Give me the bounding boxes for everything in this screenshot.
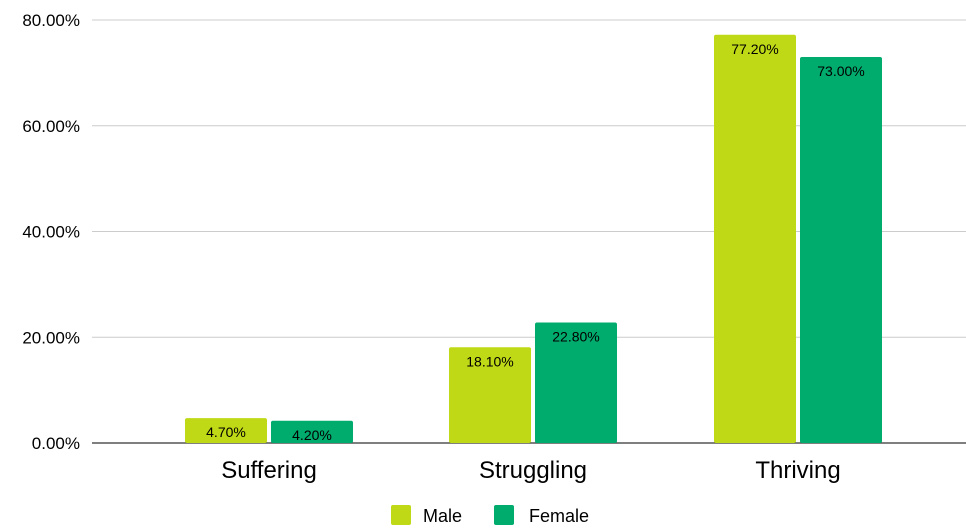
bar-female-struggling: [535, 322, 617, 443]
data-label-male-struggling: 18.10%: [466, 353, 513, 369]
y-tick-label: 20.00%: [22, 328, 80, 347]
x-category-label: Thriving: [755, 457, 840, 484]
bar-male-thriving: [714, 34, 796, 444]
legend-swatch-female: [494, 505, 514, 525]
x-category-label: Suffering: [221, 457, 317, 484]
legend-swatch-male: [391, 505, 411, 525]
y-tick-label: 0.00%: [32, 434, 80, 453]
y-tick-label: 60.00%: [22, 117, 80, 136]
data-label-female-thriving: 73.00%: [817, 63, 864, 79]
data-label-female-suffering: 4.20%: [292, 427, 332, 443]
bars: [185, 34, 882, 444]
bar-male-struggling: [449, 347, 531, 443]
data-labels: 4.70% 4.20% 18.10% 22.80% 77.20% 73.00%: [206, 41, 865, 443]
y-tick-label: 80.00%: [22, 11, 80, 30]
bar-female-suffering: [271, 420, 353, 443]
data-label-male-suffering: 4.70%: [206, 424, 246, 440]
bar-male-suffering: [185, 418, 267, 443]
legend: Male Female: [391, 505, 589, 526]
x-category-label: Struggling: [479, 457, 587, 484]
y-axis-ticks: 0.00% 20.00% 40.00% 60.00% 80.00%: [22, 11, 80, 453]
data-label-female-struggling: 22.80%: [552, 328, 599, 344]
data-label-male-thriving: 77.20%: [731, 41, 778, 57]
bar-female-thriving: [800, 57, 882, 443]
legend-label-female: Female: [529, 506, 589, 526]
y-tick-label: 40.00%: [22, 223, 80, 242]
legend-label-male: Male: [423, 506, 462, 526]
x-axis-categories: Suffering Struggling Thriving: [221, 457, 840, 484]
